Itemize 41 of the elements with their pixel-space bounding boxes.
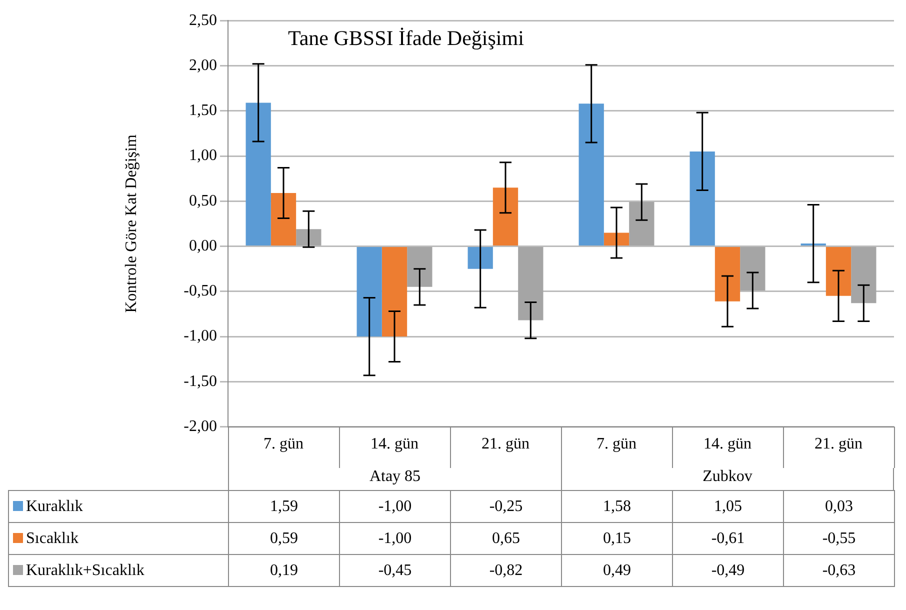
text: Atay 85	[228, 468, 561, 490]
data-label: 0,59	[228, 522, 340, 554]
data-label: -0,25	[450, 490, 562, 522]
y-tick-label: -0,50	[184, 282, 217, 300]
data-label: -0,55	[784, 522, 894, 554]
data-label: 0,19	[228, 554, 340, 586]
legend-label: Kuraklık	[8, 490, 228, 522]
x-tick-label: 21. gün	[482, 436, 530, 453]
chart-title: Tane GBSSI İfade Değişimi	[288, 26, 524, 51]
data-label: -0,45	[340, 554, 450, 586]
y-tick-label: -2,00	[184, 418, 217, 436]
data-label: 1,05	[672, 490, 784, 522]
data-label: -1,00	[340, 490, 450, 522]
data-label: -0,63	[784, 554, 894, 586]
data-label: 0,03	[784, 490, 894, 522]
y-axis-title: Kontrole Göre Kat Değişim	[122, 134, 140, 313]
y-tick-label: -1,50	[184, 372, 217, 390]
x-tick-label: 21. gün	[814, 436, 862, 453]
x-tick-label: 14. gün	[704, 436, 752, 453]
data-label: -0,61	[672, 522, 784, 554]
x-tick-label: 14. gün	[370, 436, 418, 453]
text: Zubkov	[561, 468, 894, 490]
legend-label: Sıcaklık	[8, 522, 228, 554]
y-tick-label: 1,00	[189, 147, 217, 164]
y-tick-label: -1,00	[184, 328, 217, 345]
legend-label: Kuraklık+Sıcaklık	[8, 554, 228, 586]
data-label: 1,59	[228, 490, 340, 522]
y-tick-label: 1,50	[189, 102, 217, 120]
data-label: 0,15	[562, 522, 672, 554]
data-label: -0,82	[450, 554, 562, 586]
y-tick-label: 2,50	[189, 12, 217, 29]
x-tick-label: 7. gün	[264, 436, 304, 453]
data-label: 0,49	[562, 554, 672, 586]
y-tick-label: 2,00	[189, 56, 217, 74]
data-label: 1,58	[562, 490, 672, 522]
y-tick-label: 0,50	[189, 192, 217, 210]
x-tick-label: 7. gün	[596, 436, 636, 453]
data-label: -1,00	[340, 522, 450, 554]
data-label: 0,65	[450, 522, 562, 554]
data-label: -0,49	[672, 554, 784, 586]
y-tick-label: 0,00	[189, 237, 217, 254]
